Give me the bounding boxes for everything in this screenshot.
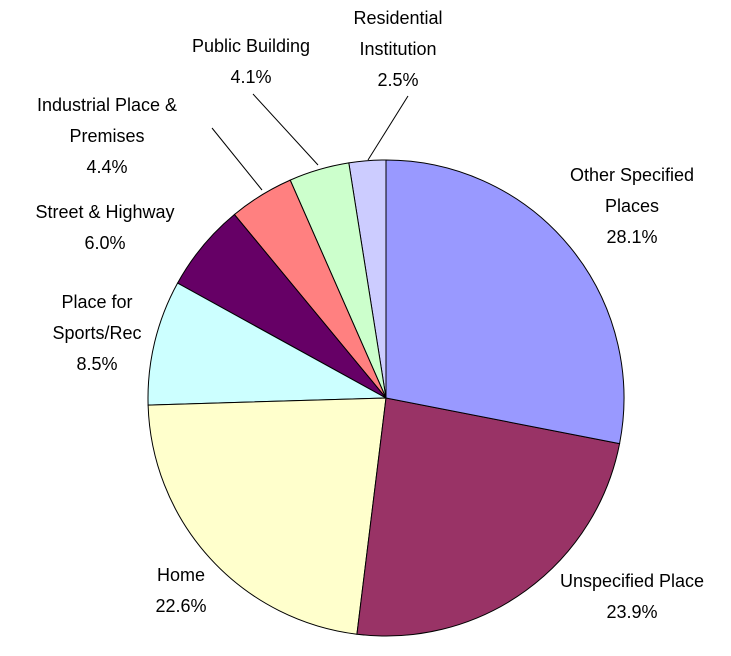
slice-label: Public Building 4.1% [161,31,341,93]
pie-slice [147,282,388,406]
value-label: 22.6% [155,596,207,616]
slice-label: Residential Institution 2.5% [343,3,453,96]
pie-slice [356,397,621,637]
category-label: Place for Sports/Rec [52,292,142,343]
pie-slice [147,397,387,635]
value-label: 23.9% [606,602,658,622]
slice-label: Other Specified Places 28.1% [552,160,712,253]
slice-label: Home 22.6% [121,560,241,622]
leader-line [367,95,409,161]
slice-label: Street & Highway 6.0% [5,197,205,259]
value-label: 4.4% [86,157,128,177]
value-label: 2.5% [377,70,419,90]
value-label: 4.1% [230,67,272,87]
leader-line [211,127,263,191]
category-label: Street & Highway [35,202,175,222]
category-label: Home [156,565,205,585]
slice-label: Industrial Place & Premises 4.4% [2,90,212,183]
slice-label: Unspecified Place 23.9% [522,566,731,628]
pie-slice [385,159,625,445]
category-label: Public Building [191,36,311,56]
category-label: Residential Institution [353,8,443,59]
value-label: 8.5% [76,354,118,374]
value-label: 28.1% [606,227,658,247]
category-label: Industrial Place & Premises [36,95,178,146]
leader-line [252,93,319,166]
category-label: Unspecified Place [559,571,705,591]
category-label: Other Specified Places [569,165,695,216]
value-label: 6.0% [84,233,126,253]
slice-label: Place for Sports/Rec 8.5% [42,287,152,380]
